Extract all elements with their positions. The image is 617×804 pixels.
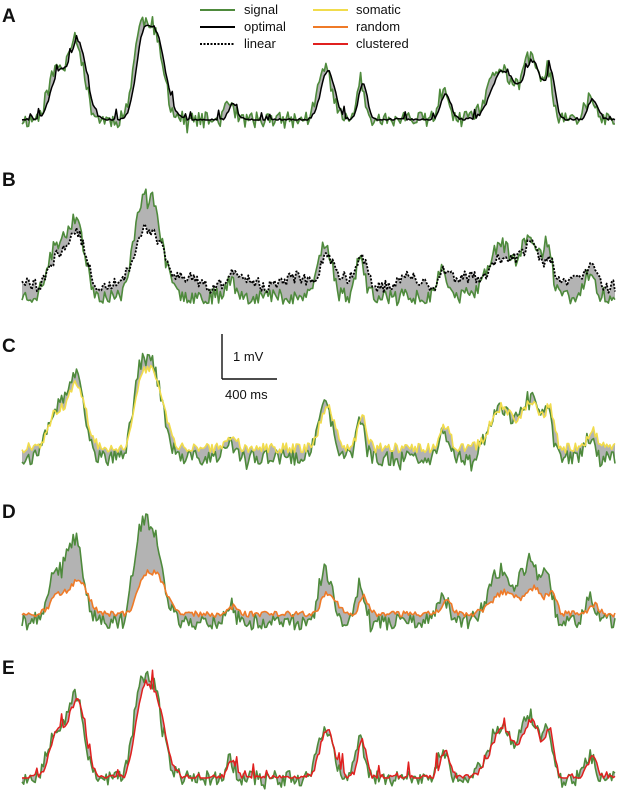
panel-label-c: C [2, 336, 16, 357]
legend: signal optimal linear somatic random clu… [200, 2, 409, 51]
legend-label-optimal: optimal [244, 19, 286, 34]
panel-c-somatic-trace [21, 364, 616, 454]
panel-b-signal-trace [21, 188, 616, 307]
panel-d [21, 513, 616, 633]
panel-d-random-trace [21, 569, 616, 618]
panel-c-signal-trace [21, 352, 616, 472]
panel-c [21, 352, 616, 472]
scale-bar-voltage-label: 1 mV [233, 349, 264, 364]
legend-label-linear: linear [244, 36, 276, 51]
panel-b [21, 188, 616, 307]
panel-d-difference-area [22, 514, 615, 632]
scale-bar: 1 mV 400 ms [221, 334, 277, 402]
panel-label-a: A [2, 6, 16, 27]
legend-label-random: random [356, 19, 400, 34]
panel-a-optimal-trace [21, 24, 616, 121]
panel-label-e: E [2, 658, 15, 679]
panel-label-b: B [2, 170, 16, 191]
panels [21, 15, 616, 790]
panel-label-d: D [2, 502, 16, 523]
legend-label-somatic: somatic [356, 2, 401, 17]
legend-label-signal: signal [244, 2, 278, 17]
panel-e [21, 669, 616, 790]
legend-label-clustered: clustered [356, 36, 409, 51]
scale-bar-time-label: 400 ms [225, 387, 268, 402]
panel-b-linear-trace [21, 223, 616, 294]
panel-a [21, 15, 616, 134]
panel-d-signal-trace [21, 513, 616, 633]
panel-a-signal-trace [21, 15, 615, 134]
panel-e-clustered-trace [21, 669, 616, 779]
panel-a-difference-area [22, 16, 615, 133]
